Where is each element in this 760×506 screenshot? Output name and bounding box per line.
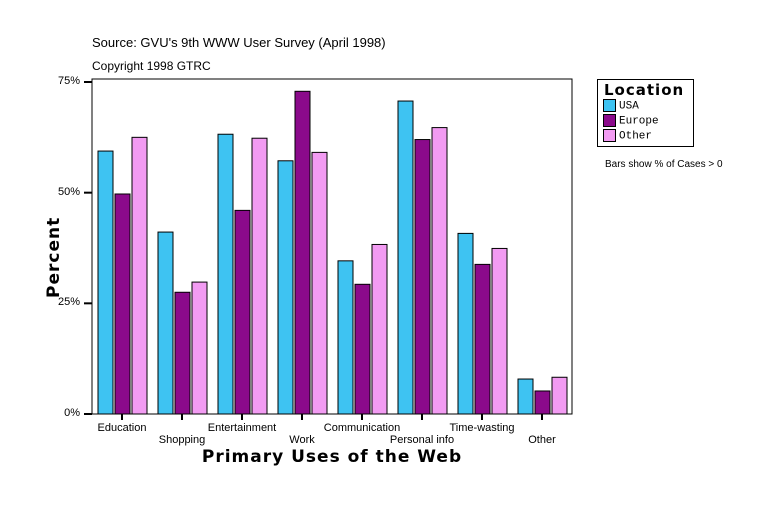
bar-usa-education	[97, 150, 114, 415]
bar-usa-entertainment	[217, 133, 234, 415]
bar-other-personal-info	[431, 127, 448, 415]
bar-europe-time-wasting	[474, 263, 491, 415]
y-tick-label: 25%	[57, 296, 80, 309]
bar-europe-work	[294, 90, 311, 415]
chart-title: Source: GVU's 9th WWW User Survey (April…	[92, 35, 386, 50]
x-tick-label: Communication	[323, 422, 401, 434]
y-tick-label: 75%	[57, 75, 80, 87]
bar-usa-other	[517, 378, 534, 415]
y-tick-label: 50%	[57, 185, 80, 198]
chart-note: Bars show % of Cases > 0	[605, 159, 723, 170]
bar-other-shopping	[191, 281, 208, 415]
bar-usa-work	[277, 160, 294, 415]
legend-title: Location	[604, 81, 685, 99]
legend-swatch	[603, 114, 616, 127]
legend-item-europe: Europe	[603, 114, 659, 127]
legend-swatch	[603, 99, 616, 112]
x-tick-label: Education	[97, 422, 147, 434]
x-tick-label: Entertainment	[207, 422, 277, 434]
bar-europe-personal-info	[414, 139, 431, 415]
bar-other-time-wasting	[491, 247, 508, 415]
x-tick-label: Shopping	[158, 434, 206, 446]
bar-other-entertainment	[251, 137, 268, 415]
bar-europe-education	[114, 193, 131, 415]
x-tick-label: Personal info	[389, 434, 455, 446]
bar-europe-communication	[354, 283, 371, 415]
bar-europe-other	[534, 390, 551, 415]
bar-usa-time-wasting	[457, 232, 474, 415]
legend: Location USA Europe Other	[597, 79, 694, 147]
bar-other-education	[131, 136, 148, 415]
y-axis-label: Percent	[44, 216, 64, 298]
bar-usa-personal-info	[397, 100, 414, 415]
bar-europe-entertainment	[234, 209, 251, 415]
chart-subtitle: Copyright 1998 GTRC	[92, 59, 211, 73]
x-tick-label: Time-wasting	[449, 422, 515, 434]
legend-item-other: Other	[603, 129, 652, 142]
bar-other-other	[551, 376, 568, 415]
bar-usa-communication	[337, 260, 354, 415]
x-axis-label: Primary Uses of the Web	[201, 447, 463, 467]
x-tick-label: Work	[289, 434, 315, 446]
y-tick-label: 0%	[64, 407, 80, 419]
legend-swatch	[603, 129, 616, 142]
legend-item-usa: USA	[603, 99, 639, 112]
x-tick-label: Other	[528, 434, 556, 446]
bar-europe-shopping	[174, 291, 191, 415]
bar-other-communication	[371, 243, 388, 415]
bar-usa-shopping	[157, 231, 174, 415]
bar-other-work	[311, 151, 328, 415]
